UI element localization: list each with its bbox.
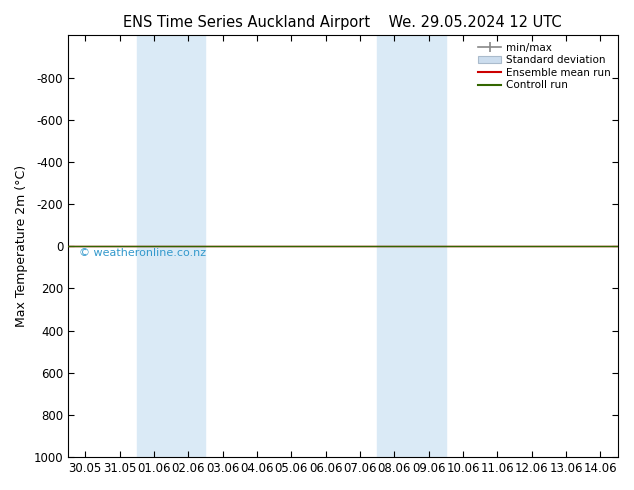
Title: ENS Time Series Auckland Airport    We. 29.05.2024 12 UTC: ENS Time Series Auckland Airport We. 29.… — [124, 15, 562, 30]
Bar — [137, 35, 205, 457]
Y-axis label: Max Temperature 2m (°C): Max Temperature 2m (°C) — [15, 165, 28, 327]
Bar — [377, 35, 446, 457]
Legend: min/max, Standard deviation, Ensemble mean run, Controll run: min/max, Standard deviation, Ensemble me… — [476, 41, 612, 93]
Text: © weatheronline.co.nz: © weatheronline.co.nz — [79, 248, 206, 258]
